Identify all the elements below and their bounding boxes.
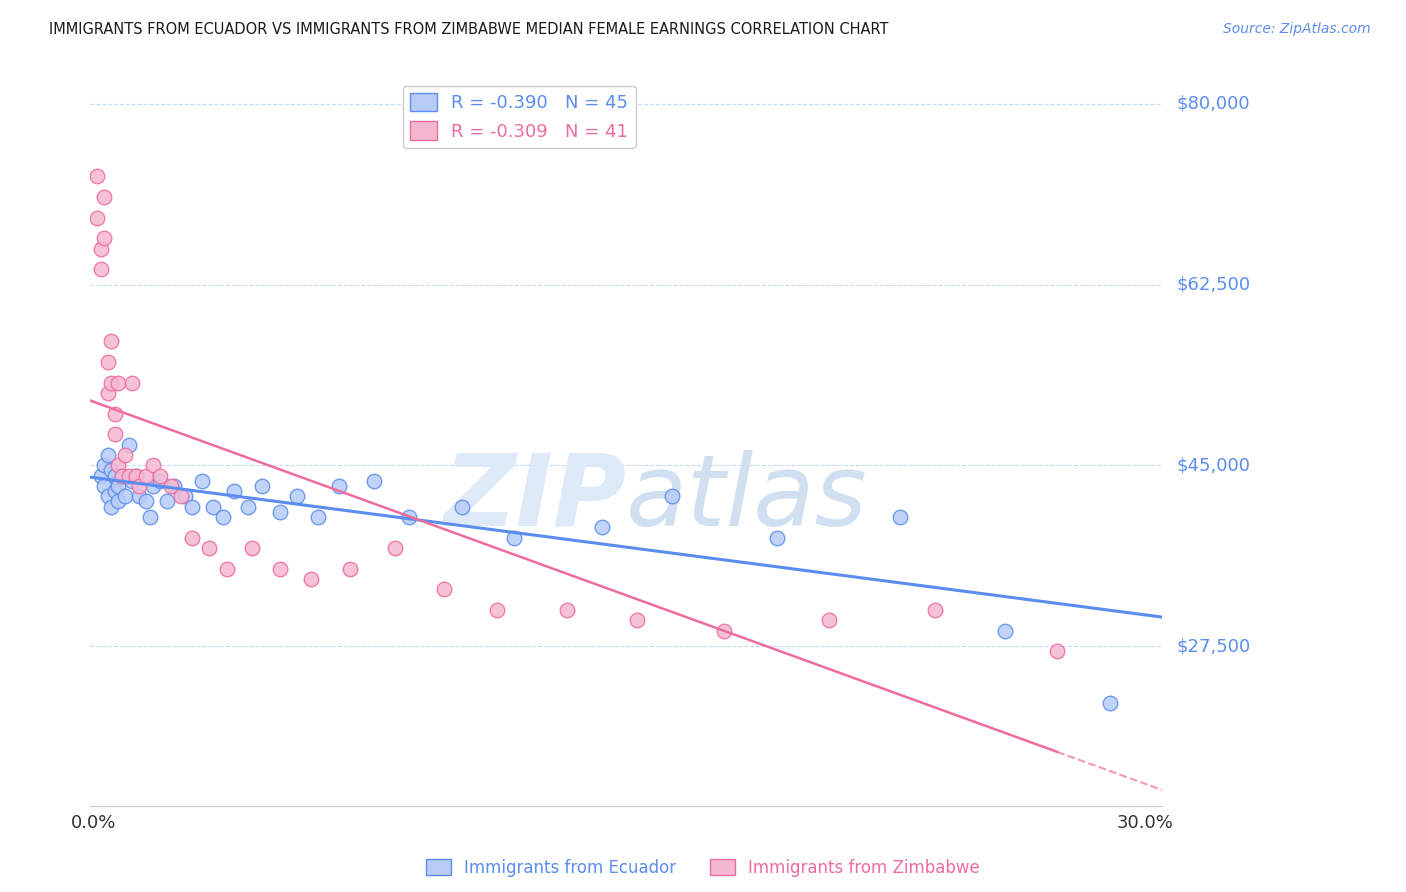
Point [339,561,361,575]
Point [994,624,1017,638]
Point [174,489,197,503]
Point [97,386,120,401]
Point [104,407,127,421]
Point [107,479,129,493]
Legend: Immigrants from Ecuador, Immigrants from Zimbabwe: Immigrants from Ecuador, Immigrants from… [419,853,987,884]
Point [626,613,648,627]
Point [107,376,129,390]
Point [363,474,385,488]
Point [1098,696,1121,710]
Point [215,561,238,575]
Point [128,479,150,493]
Point [818,613,841,627]
Point [149,468,172,483]
Point [97,448,120,462]
Legend: R = -0.390   N = 45, R = -0.309   N = 41: R = -0.390 N = 45, R = -0.309 N = 41 [402,86,636,148]
Point [201,500,224,514]
Point [121,474,143,488]
Text: $80,000: $80,000 [1177,95,1250,113]
Point [93,479,115,493]
Point [104,468,127,483]
Point [97,355,120,369]
Point [222,484,245,499]
Point [181,500,204,514]
Point [118,438,141,452]
Point [139,510,162,524]
Point [86,169,108,184]
Point [198,541,221,555]
Point [240,541,263,555]
Point [97,489,120,503]
Point [269,505,291,519]
Point [90,242,112,256]
Text: ZIP: ZIP [443,450,626,547]
Point [212,510,235,524]
Point [170,489,193,503]
Point [93,190,115,204]
Point [125,468,148,483]
Point [485,603,508,617]
Point [328,479,350,493]
Point [100,376,122,390]
Point [591,520,613,534]
Text: $27,500: $27,500 [1177,637,1250,655]
Point [503,531,526,545]
Text: $45,000: $45,000 [1177,457,1250,475]
Point [156,494,179,508]
Point [93,231,115,245]
Point [299,572,322,586]
Point [128,489,150,503]
Point [269,561,291,575]
Point [125,468,148,483]
Point [236,500,259,514]
Point [384,541,406,555]
Point [114,489,136,503]
Point [114,448,136,462]
Point [555,603,578,617]
Point [107,494,129,508]
Point [121,376,143,390]
Point [250,479,273,493]
Point [118,468,141,483]
Point [1046,644,1069,658]
Point [713,624,735,638]
Point [100,334,122,349]
Point [160,479,183,493]
Point [111,468,134,483]
Point [450,500,472,514]
Point [285,489,308,503]
Point [142,479,165,493]
Point [142,458,165,473]
Text: IMMIGRANTS FROM ECUADOR VS IMMIGRANTS FROM ZIMBABWE MEDIAN FEMALE EARNINGS CORRE: IMMIGRANTS FROM ECUADOR VS IMMIGRANTS FR… [49,22,889,37]
Text: $62,500: $62,500 [1177,276,1250,293]
Point [104,484,127,499]
Point [181,531,204,545]
Point [149,474,172,488]
Text: atlas: atlas [626,450,868,547]
Point [93,458,115,473]
Point [111,468,134,483]
Point [90,468,112,483]
Point [135,468,157,483]
Point [307,510,329,524]
Point [889,510,911,524]
Point [86,211,108,225]
Point [766,531,789,545]
Point [100,500,122,514]
Point [100,463,122,477]
Point [135,494,157,508]
Text: Source: ZipAtlas.com: Source: ZipAtlas.com [1223,22,1371,37]
Point [191,474,214,488]
Point [398,510,420,524]
Point [163,479,186,493]
Point [104,427,127,442]
Point [661,489,683,503]
Point [107,458,129,473]
Point [433,582,456,597]
Point [90,262,112,277]
Point [924,603,946,617]
